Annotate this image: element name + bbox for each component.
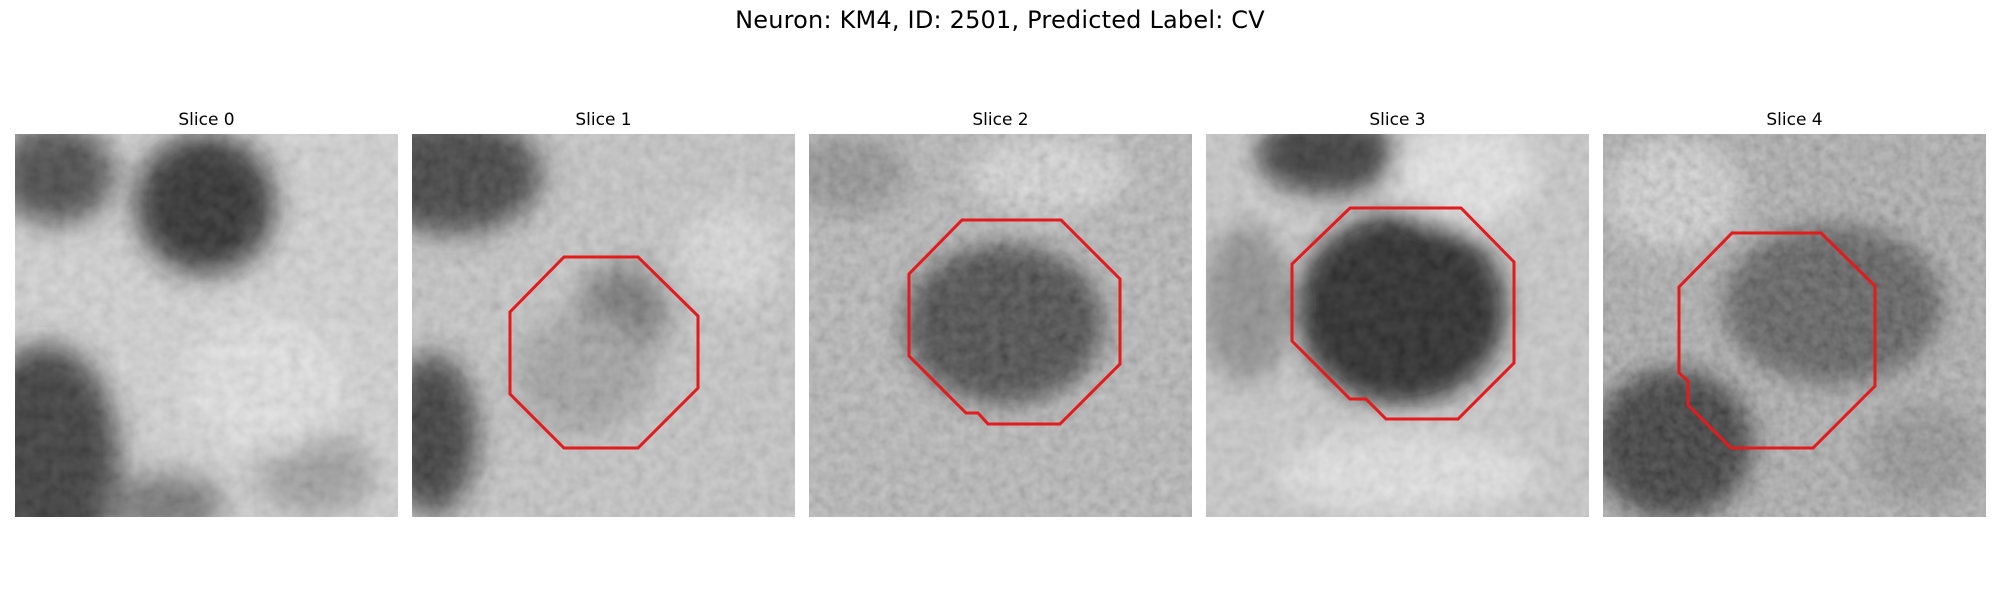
pixel-noise-texture: [809, 134, 1192, 517]
slice-title-4: Slice 4: [1766, 110, 1823, 130]
slice-title-1: Slice 1: [575, 110, 632, 130]
slice-panel-4: Slice 4: [1603, 108, 1986, 517]
slice-image-0: [15, 134, 398, 517]
slice-title-0: Slice 0: [178, 110, 235, 130]
slice-title-2: Slice 2: [972, 110, 1029, 130]
roi-outline-4: [1677, 231, 1877, 450]
slice-image-2: [809, 134, 1192, 517]
slice-image-3: [1206, 134, 1589, 517]
slice-title-3: Slice 3: [1369, 110, 1426, 130]
slice-panel-2: Slice 2: [809, 108, 1192, 517]
slice-panel-0: Slice 0: [15, 108, 398, 517]
pixel-noise-texture: [1206, 134, 1589, 517]
slice-panel-1: Slice 1: [412, 108, 795, 517]
roi-outline-1: [508, 255, 700, 450]
slice-image-1: [412, 134, 795, 517]
pixel-noise-texture: [412, 134, 795, 517]
slice-panel-3: Slice 3: [1206, 108, 1589, 517]
slice-image-4: [1603, 134, 1986, 517]
roi-outline-2: [907, 218, 1122, 426]
figure-title: Neuron: KM4, ID: 2501, Predicted Label: …: [735, 6, 1265, 34]
pixel-noise-texture: [1603, 134, 1986, 517]
pixel-noise-texture: [15, 134, 398, 517]
roi-outline-3: [1290, 206, 1516, 421]
